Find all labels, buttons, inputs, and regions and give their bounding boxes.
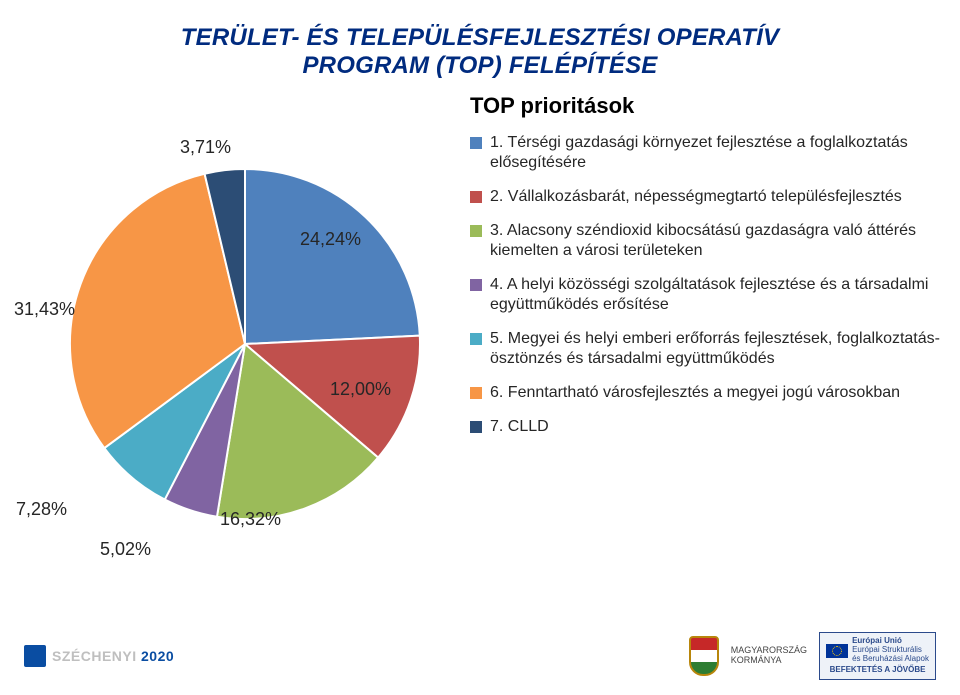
legend-swatch <box>470 137 482 149</box>
legend-text: 5. Megyei és helyi emberi erőforrás fejl… <box>490 329 940 369</box>
legend-swatch <box>470 279 482 291</box>
legend-item: 1. Térségi gazdasági környezet fejleszté… <box>470 133 940 173</box>
footer: SZÉCHENYI 2020 MAGYARORSZÁG KORMÁNYA Eur… <box>0 627 960 695</box>
pie-svg <box>0 89 470 569</box>
pie-slice-label: 16,32% <box>220 509 281 530</box>
title-line1: TERÜLET- ÉS TELEPÜLÉSFEJLESZTÉSI OPERATÍ… <box>0 24 960 52</box>
legend-item: 3. Alacsony széndioxid kibocsátású gazda… <box>470 221 940 261</box>
legend-text: 6. Fenntartható városfejlesztés a megyei… <box>490 383 900 403</box>
eu-flag-icon <box>826 644 848 658</box>
legend-text: 4. A helyi közösségi szolgáltatások fejl… <box>490 275 940 315</box>
pie-slice-label: 24,24% <box>300 229 361 250</box>
page-title: TERÜLET- ÉS TELEPÜLÉSFEJLESZTÉSI OPERATÍ… <box>0 0 960 81</box>
pie-slice-label: 12,00% <box>330 379 391 400</box>
content-row: 24,24%12,00%16,32%5,02%7,28%31,43%3,71% … <box>0 89 960 559</box>
legend-text: 1. Térségi gazdasági környezet fejleszté… <box>490 133 940 173</box>
szechenyi-logo: SZÉCHENYI 2020 <box>24 645 174 667</box>
footer-right: MAGYARORSZÁG KORMÁNYA Európai Unió Európ… <box>689 632 936 679</box>
legend-item: 2. Vállalkozásbarát, népességmegtartó te… <box>470 187 940 207</box>
pie-chart: 24,24% 12,00% 16,32% 5,02% 7,28% 31,43% 3,71% <box>0 89 470 559</box>
pie-slice <box>245 169 420 344</box>
szechenyi-year: 2020 <box>141 648 174 664</box>
pie-slice-label: 7,28% <box>16 499 67 520</box>
szechenyi-box-icon <box>24 645 46 667</box>
legend-swatch <box>470 387 482 399</box>
legend: TOP prioritások 1. Térségi gazdasági kör… <box>470 89 940 559</box>
title-line2: PROGRAM (TOP) FELÉPÍTÉSE <box>0 52 960 80</box>
legend-item: 4. A helyi közösségi szolgáltatások fejl… <box>470 275 940 315</box>
eu-block: Európai Unió Európai Strukturális és Ber… <box>819 632 936 679</box>
pie-slice-label: 5,02% <box>100 539 151 560</box>
legend-swatch <box>470 421 482 433</box>
legend-text: 7. CLLD <box>490 417 549 437</box>
hungary-crest-icon <box>689 636 719 676</box>
pie-slice-label: 31,43% <box>14 299 75 320</box>
legend-item: 7. CLLD <box>470 417 940 437</box>
legend-text: 3. Alacsony széndioxid kibocsátású gazda… <box>490 221 940 261</box>
legend-swatch <box>470 191 482 203</box>
szechenyi-text: SZÉCHENYI <box>52 648 137 664</box>
legend-item: 5. Megyei és helyi emberi erőforrás fejl… <box>470 329 940 369</box>
legend-item: 6. Fenntartható városfejlesztés a megyei… <box>470 383 940 403</box>
legend-text: 2. Vállalkozásbarát, népességmegtartó te… <box>490 187 902 207</box>
chart-subtitle: TOP prioritások <box>470 93 940 119</box>
government-label: MAGYARORSZÁG KORMÁNYA <box>731 646 807 666</box>
legend-swatch <box>470 333 482 345</box>
legend-swatch <box>470 225 482 237</box>
pie-slice-label: 3,71% <box>180 137 231 158</box>
